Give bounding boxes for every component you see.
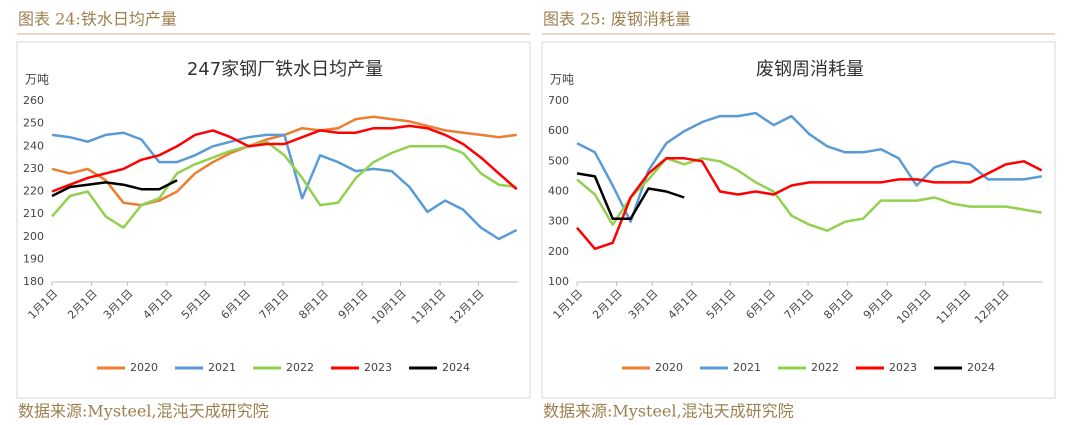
y-tick-label: 500 [548,154,569,167]
legend-label: 2022 [811,361,839,374]
y-tick-label: 230 [23,162,44,175]
x-tick-label: 6月1日 [743,287,778,322]
chart-frame [541,41,1056,399]
legend-label: 2022 [286,361,314,374]
x-tick-label: 9月1日 [336,287,371,322]
series-line [51,131,518,241]
y-tick-label: 220 [23,185,44,198]
series-line [576,157,1043,251]
x-tick-label: 8月1日 [821,287,856,322]
x-tick-label: 3月1日 [101,287,136,322]
legend-label: 2023 [364,361,392,374]
figure-caption: 图表 25: 废钢消耗量 [543,10,691,29]
legend-label: 2020 [130,361,158,374]
y-tick-label: 600 [548,124,569,137]
x-tick-label: 7月1日 [257,287,292,322]
y-tick-label: 400 [548,185,569,198]
x-tick-label: 10月1日 [894,287,934,327]
y-tick-label: 300 [548,215,569,228]
y-tick-label: 100 [548,275,569,288]
x-tick-label: 4月1日 [665,287,700,322]
legend-label: 2021 [733,361,761,374]
x-tick-label: 12月1日 [972,287,1012,327]
figure-caption: 图表 24:铁水日均产量 [18,10,177,29]
chart-title: 废钢周消耗量 [756,59,864,80]
x-tick-label: 1月1日 [551,287,586,322]
x-tick-label: 4月1日 [140,287,175,322]
y-unit: 万吨 [550,73,574,87]
y-tick-label: 260 [23,94,44,107]
legend-label: 2020 [655,361,683,374]
y-tick-label: 250 [23,117,44,130]
source: 数据来源:Mysteel,混沌天成研究院 [543,402,794,421]
y-unit: 万吨 [25,73,49,87]
legend-label: 2024 [442,361,470,374]
source: 数据来源:Mysteel,混沌天成研究院 [18,402,269,421]
y-tick-label: 190 [23,252,44,265]
x-tick-label: 1月1日 [26,287,61,322]
y-tick-label: 240 [23,139,44,152]
x-tick-label: 9月1日 [861,287,896,322]
series-line [51,179,178,198]
x-tick-label: 6月1日 [218,287,253,322]
x-tick-label: 11月1日 [409,287,449,327]
x-tick-label: 8月1日 [296,287,331,322]
y-tick-label: 700 [548,94,569,107]
x-tick-label: 2月1日 [65,287,100,322]
chart-frame [16,41,531,399]
y-tick-label: 200 [548,245,569,258]
legend-label: 2023 [889,361,917,374]
series-line [51,115,517,207]
x-tick-label: 2月1日 [590,287,625,322]
series-line [576,172,685,220]
series-line [51,140,517,229]
x-tick-label: 11月1日 [934,287,974,327]
chart-title: 247家钢厂铁水日均产量 [187,59,383,80]
x-tick-label: 10月1日 [369,287,409,327]
y-tick-label: 210 [23,207,44,220]
y-tick-label: 180 [23,275,44,288]
x-tick-label: 7月1日 [782,287,817,322]
series-line [576,111,1042,223]
series-line [51,124,518,193]
legend-label: 2021 [208,361,236,374]
series-line [576,157,1042,232]
legend-label: 2024 [967,361,995,374]
x-tick-label: 12月1日 [447,287,487,327]
y-tick-label: 200 [23,230,44,243]
x-tick-label: 5月1日 [179,287,214,322]
x-tick-label: 3月1日 [626,287,661,322]
x-tick-label: 5月1日 [704,287,739,322]
